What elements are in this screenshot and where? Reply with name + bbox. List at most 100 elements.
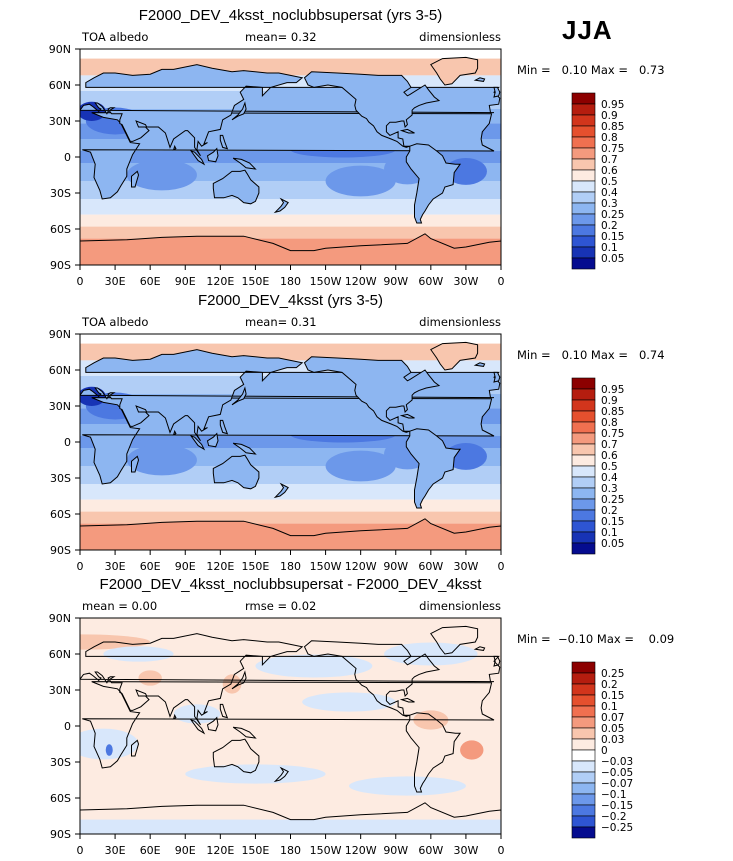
colorbar-swatch [571,246,596,259]
colorbar-swatch [571,410,596,423]
y-tick-label: 30S [50,756,71,769]
colorbar-label: −0.03 [601,756,633,768]
x-tick-label: 120W [345,275,377,288]
coastline [232,726,257,739]
coastline [399,128,415,134]
colorbar-label: 0.9 [601,395,618,407]
albedo-patch [325,165,396,197]
colorbar-swatch [571,125,596,138]
y-tick-label: 60N [49,79,71,92]
map-panel-2: F2000_DEV_4ksst (yrs 3-5) TOA albedo mea… [0,292,733,577]
colorbar-swatch [571,760,596,773]
panel-title: F2000_DEV_4ksst (yrs 3-5) [197,292,384,309]
x-tick-label: 30E [105,560,126,573]
x-tick-label: 150W [310,560,342,573]
albedo-band [80,511,501,524]
map-field [80,334,501,550]
difference-patch [80,728,139,760]
x-tick-label: 120E [206,275,234,288]
min-max-label: Min = 0.10 Max = 0.74 [517,348,665,362]
colorbar-swatch [571,224,596,237]
x-tick-label: 180 [280,560,301,573]
difference-patch [255,654,373,678]
variable-label: TOA albedo [82,315,149,329]
colorbar-label: 0.6 [601,450,618,462]
colorbar-swatch [571,388,596,401]
colorbar-label: 0.4 [601,472,618,484]
difference-patch [348,776,466,796]
colorbar-label: 0.07 [601,712,624,724]
coastline [212,738,260,774]
coastline [473,362,486,367]
x-tick-label: 0 [77,560,84,573]
mean-label: mean = 0.00 [82,599,158,613]
colorbar-swatch [571,804,596,817]
colorbar-swatch [571,705,596,718]
min-max-label: Min = 0.10 Max = 0.73 [517,63,665,77]
coastline [131,739,140,757]
coastline [80,233,501,265]
difference-patch [222,674,242,694]
map-panel-3: F2000_DEV_4ksst_noclubbsupersat - F2000_… [0,576,733,861]
x-tick-label: 120W [345,560,377,573]
y-tick-label: 90N [49,43,71,56]
colorbar-swatch [571,793,596,806]
x-tick-label: 90E [175,275,196,288]
x-tick-label: 150W [310,844,342,857]
coastline [473,646,486,651]
x-tick-label: 150E [241,560,269,573]
colorbar-label: 0.4 [601,187,618,199]
colorbar-swatch [571,476,596,489]
colorbar-label: 0.03 [601,734,624,746]
min-max-label: Min = −0.10 Max = 0.09 [517,632,675,646]
coastline [131,455,140,473]
x-tick-label: 0 [77,844,84,857]
colorbar-swatch [571,454,596,467]
x-tick-label: 0 [498,844,505,857]
colorbar-swatch [571,542,596,555]
coastline [82,681,495,769]
colorbar-swatch [571,465,596,478]
colorbar-label: 0.85 [601,121,624,133]
x-tick-label: 90W [383,275,408,288]
colorbar-label: 0.8 [601,417,618,429]
colorbar-swatch [571,749,596,762]
coastline [273,482,289,499]
colorbar-swatch [571,826,596,839]
colorbar-swatch [571,92,596,105]
coastline [232,442,257,455]
colorbar-label: 0.1 [601,701,618,713]
colorbar-label: 0.1 [601,527,618,539]
coastline [273,197,289,214]
y-tick-label: 90N [49,328,71,341]
coastline [303,640,441,717]
albedo-band [80,499,501,512]
colorbar-label: 0.25 [601,494,624,506]
colorbar-swatch [571,520,596,533]
map-svg: 0 30E 60E 90E 120E 150E 180 150W 120W 90W 60W 30W 09… [49,612,633,857]
coastline [405,428,462,509]
albedo-band [80,334,501,344]
colorbar-swatch [571,103,596,116]
y-tick-label: 0 [64,151,71,164]
y-tick-label: 90S [50,828,71,841]
colorbar-swatch [571,158,596,171]
x-tick-label: 120W [345,844,377,857]
colorbar-swatch [571,498,596,511]
colorbar-label: −0.1 [601,789,627,801]
coastline [189,435,206,451]
x-tick-label: 60E [140,560,161,573]
coastline [303,71,441,148]
difference-patch [103,646,174,662]
coastline [430,341,479,371]
y-tick-label: 60S [50,508,71,521]
coastline [206,716,219,732]
coastline [493,655,501,667]
coastline [219,419,229,435]
x-tick-label: 0 [77,275,84,288]
panel-title: F2000_DEV_4ksst_noclubbsupersat - F2000_… [99,576,482,593]
colorbar-label: 0.7 [601,154,618,166]
map-svg: 0 30E 60E 90E 120E 150E 180 150W 120W 90W 60W 30W 09… [49,43,625,288]
colorbar-label: 0.85 [601,406,624,418]
colorbar-label: 0.05 [601,253,624,265]
